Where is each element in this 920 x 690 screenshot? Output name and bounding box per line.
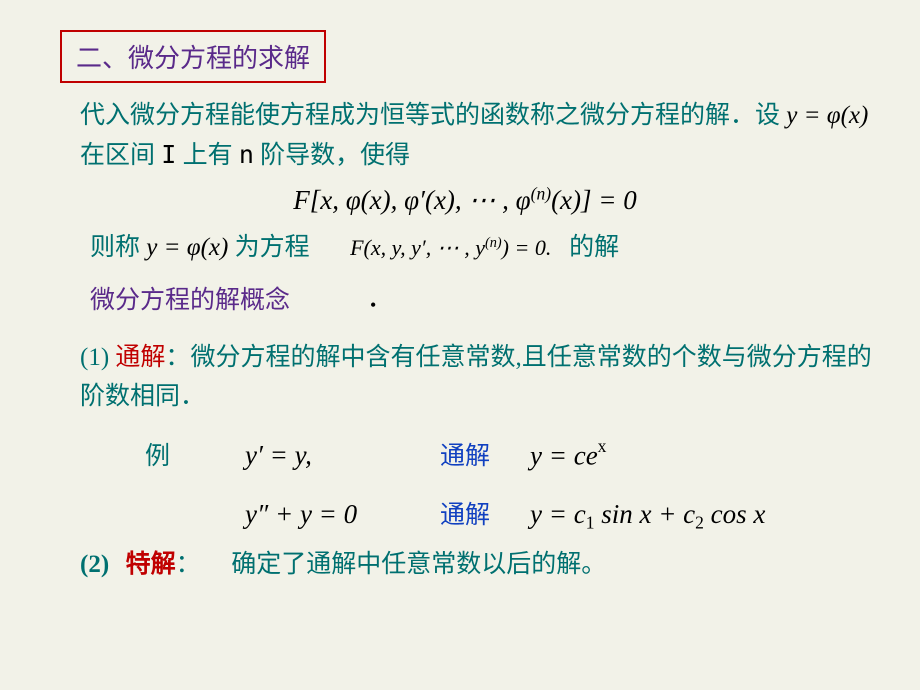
ex-eq2: y″ + y = 0: [245, 499, 440, 530]
ex-lbl1: 通解: [440, 438, 530, 477]
p2-pre: 则称: [90, 234, 140, 261]
p2-eq2a: F(x, y, y′, ⋯ , y: [350, 235, 485, 260]
item-general-solution: (1) 通解：微分方程的解中含有任意常数,且任意常数的个数与微分方程的阶数相同．: [80, 339, 880, 417]
p2-eq: y = φ(x): [146, 234, 234, 261]
p2-eq2b: ) = 0.: [502, 235, 552, 260]
item2-body: 确定了通解中任意常数以后的解。: [231, 551, 606, 578]
p1-n: n: [239, 140, 254, 169]
ex-label: 例: [145, 438, 245, 477]
p1-part4: 阶导数，使得: [260, 142, 410, 169]
item-particular-solution: (2) 特解： 确定了通解中任意常数以后的解。: [80, 546, 880, 585]
ex-sol2: y = c1 sin x + c2 cos x: [530, 499, 765, 533]
ex-eq1: y′ = y,: [245, 440, 440, 471]
p2-post: 的解: [569, 234, 619, 261]
ex-sol1a: y = ce: [530, 440, 598, 470]
item1-num: (1): [80, 344, 109, 371]
p1-part3: 上有: [183, 142, 239, 169]
definition-paragraph: 代入微分方程能使方程成为恒等式的函数称之微分方程的解．设 y = φ(x) 在区…: [80, 97, 880, 176]
item1-body: 微分方程的解中含有任意常数,且任意常数的个数与微分方程的阶数相同．: [80, 344, 872, 410]
main-equation: F[x, φ(x), φ′(x), ⋯ , φ(n)(x)] = 0: [50, 180, 880, 222]
item2-head: 特解: [126, 551, 176, 578]
p2-eq2sup: (n): [485, 235, 502, 251]
p1-part1: 代入微分方程能使方程成为恒等式的函数称之微分方程的解．设: [80, 102, 786, 129]
eq-main-tail: (x)] = 0: [551, 185, 637, 215]
eq-main: F[x, φ(x), φ′(x), ⋯ , φ: [293, 185, 530, 215]
ex-sol2-sub2: 2: [695, 512, 704, 532]
section-header: 二、微分方程的求解: [60, 30, 326, 83]
p1-part2: 在区间: [80, 142, 161, 169]
solution-statement: 则称 y = φ(x) 为方程 F(x, y, y′, ⋯ , y(n)) = …: [90, 229, 880, 268]
ex-sol2c: cos x: [704, 499, 765, 529]
concept-heading: 微分方程的解概念: [90, 282, 880, 321]
ex-sol1sup: x: [598, 436, 607, 456]
p1-I: I: [161, 140, 176, 169]
ex-lbl2: 通解: [440, 497, 530, 536]
item1-colon: ：: [165, 344, 190, 371]
ex-sol2b: sin x + c: [594, 499, 695, 529]
item2-num: (2): [80, 551, 109, 578]
item2-colon: ：: [176, 551, 201, 578]
ex-sol1: y = cex: [530, 436, 606, 471]
p2-mid: 为方程: [235, 234, 310, 261]
ex-sol2a: y = c: [530, 499, 586, 529]
p1-eq1: y = φ(x): [786, 102, 868, 129]
eq-main-sup: (n): [531, 183, 551, 203]
example-row-1: 例 y′ = y, 通解 y = cex: [145, 432, 880, 477]
header-text: 二、微分方程的求解: [76, 44, 310, 73]
p3: 微分方程的解概念: [90, 287, 290, 314]
example-row-2: y″ + y = 0 通解 y = c1 sin x + c2 cos x: [245, 491, 880, 536]
dot-marker: •: [370, 295, 376, 316]
item1-head: 通解: [115, 344, 165, 371]
